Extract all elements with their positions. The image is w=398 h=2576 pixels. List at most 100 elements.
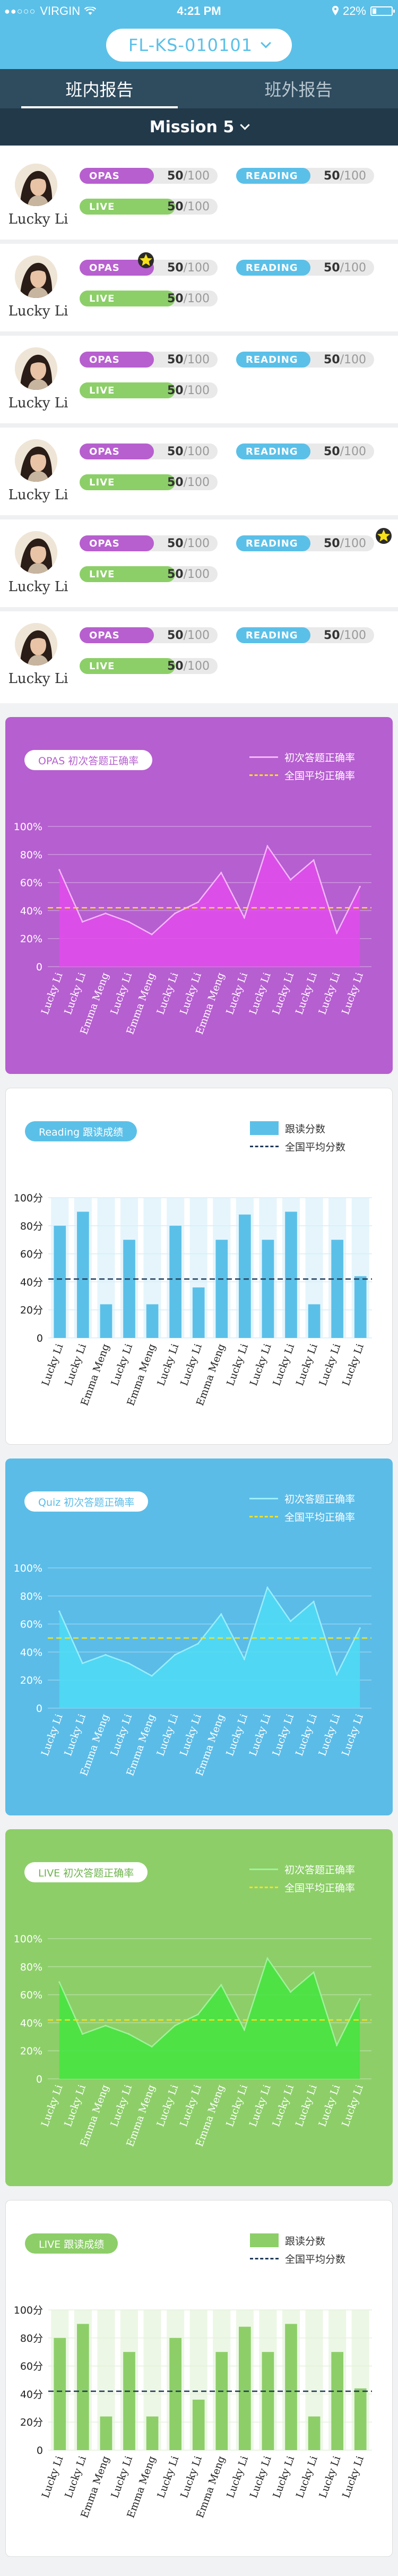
bar: [54, 2338, 66, 2450]
x-tick-label: Lucky Li: [178, 2454, 204, 2500]
score-separator: /: [183, 261, 188, 275]
score-separator: /: [183, 383, 188, 397]
reading-score: 50/100: [324, 352, 366, 368]
live-label: LIVE: [80, 199, 175, 215]
score-total: 100: [344, 353, 367, 366]
score-value: 50: [167, 536, 184, 550]
y-tick-label: 40%: [20, 2017, 42, 2029]
live-metric: LIVE 50/100: [80, 199, 218, 215]
x-tick-label: Lucky Li: [224, 2083, 250, 2128]
student-name: Lucky Li: [8, 579, 68, 595]
tab-in-class-report[interactable]: 班内报告: [0, 69, 199, 108]
bar: [77, 1212, 89, 1338]
x-tick-label: Lucky Li: [62, 971, 88, 1016]
app-header: FL-KS-010101: [0, 21, 398, 69]
x-tick-label: Lucky Li: [270, 2083, 296, 2128]
bar: [123, 1240, 135, 1338]
student-row[interactable]: Lucky Li OPAS 50/100 READING 50/100 LIVE…: [0, 244, 398, 331]
status-left: ●●○○○ VIRGIN: [4, 4, 97, 18]
student-name: Lucky Li: [8, 211, 68, 227]
x-tick-label: Lucky Li: [154, 971, 180, 1016]
quiz-accuracy-chart: 100% 80% 60% 40% 20% 0 Lucky Li Lucky Li Emma Me…: [5, 1458, 393, 1815]
opas-metric: OPAS 50/100: [80, 443, 218, 459]
mission-selector[interactable]: Mission 5: [0, 108, 398, 146]
reading-metric: READING 50/100: [236, 535, 374, 551]
y-tick-label: 100分: [14, 2305, 43, 2316]
reading-label: READING: [236, 352, 310, 368]
student-row[interactable]: Lucky Li OPAS 50/100 READING 50/100 LIVE…: [0, 611, 398, 699]
x-tick-label: Lucky Li: [293, 2083, 319, 2128]
clock: 4:21 PM: [177, 4, 221, 18]
mission-label: Mission 5: [149, 117, 235, 137]
live-metric: LIVE 50/100: [80, 566, 218, 582]
y-tick-label: 60分: [20, 2361, 43, 2373]
reading-label: READING: [236, 168, 310, 184]
x-tick-label: Lucky Li: [154, 2083, 180, 2128]
live-metric: LIVE 50/100: [80, 658, 218, 674]
legend-label: 全国平均分数: [285, 2253, 346, 2265]
data-point: [197, 1642, 199, 1645]
class-selector[interactable]: FL-KS-010101: [106, 29, 292, 62]
x-tick-label: Lucky Li: [155, 1342, 181, 1387]
tab-out-of-class-report[interactable]: 班外报告: [264, 80, 333, 100]
x-tick-label: Lucky Li: [108, 971, 134, 1016]
student-name: Lucky Li: [8, 671, 68, 687]
x-tick-label: Lucky Li: [340, 2083, 366, 2128]
bar: [146, 2416, 159, 2450]
bar: [354, 1276, 367, 1338]
score-value: 50: [324, 169, 340, 183]
score-total: 100: [344, 536, 367, 550]
student-row[interactable]: Lucky Li OPAS 50/100 READING 50/100 LIVE…: [0, 336, 398, 423]
score-total: 100: [187, 567, 210, 581]
student-row[interactable]: Lucky Li OPAS 50/100 READING 50/100 LIVE…: [0, 519, 398, 607]
data-point: [197, 901, 199, 903]
reading-label: READING: [236, 260, 310, 276]
data-point: [105, 912, 107, 915]
report-tabs: 班内报告 班外报告: [0, 69, 398, 108]
score-separator: /: [340, 628, 344, 642]
x-tick-label: Lucky Li: [270, 971, 296, 1016]
chart-legend: 跟读分数 全国平均分数: [250, 1119, 345, 1155]
score-value: 50: [167, 445, 184, 458]
data-point: [289, 1991, 292, 1993]
legend-entry: 全国平均正确率: [249, 1878, 355, 1896]
data-point: [243, 917, 245, 919]
reading-score: 50/100: [324, 627, 366, 643]
reading-score: 50/100: [324, 260, 366, 276]
bar: [169, 1225, 181, 1338]
y-tick-label: 80%: [20, 1591, 42, 1602]
chart-title: LIVE 跟读成绩: [25, 2233, 118, 2254]
student-row[interactable]: Lucky Li OPAS 50/100 READING 50/100 LIVE…: [0, 152, 398, 240]
student-row[interactable]: Lucky Li OPAS 50/100 READING 50/100 LIVE…: [0, 428, 398, 515]
x-tick-label: Lucky Li: [247, 2083, 273, 2128]
score-value: 50: [167, 169, 184, 183]
opas-score: 50/100: [167, 352, 210, 368]
series-area: [59, 1588, 360, 1708]
x-tick-label: Lucky Li: [317, 2454, 343, 2500]
reading-metric: READING 50/100: [236, 443, 374, 459]
score-separator: /: [340, 353, 344, 366]
y-tick-label: 20%: [20, 2045, 42, 2057]
legend-label: 全国平均分数: [285, 1141, 346, 1153]
live-score: 50/100: [167, 474, 210, 490]
data-point: [243, 2029, 245, 2031]
score-value: 50: [167, 567, 184, 581]
score-value: 50: [324, 536, 340, 550]
x-tick-label: Lucky Li: [108, 1712, 134, 1758]
opas-score: 50/100: [167, 443, 210, 459]
legend-entry: 初次答题正确率: [249, 1860, 355, 1878]
score-separator: /: [340, 261, 344, 275]
score-total: 100: [187, 353, 210, 366]
x-tick-label: Lucky Li: [155, 2454, 181, 2500]
data-point: [289, 878, 292, 881]
chart-title: Quiz 初次答题正确率: [24, 1491, 149, 1512]
score-total: 100: [187, 659, 210, 673]
score-separator: /: [340, 445, 344, 458]
bar: [215, 2352, 228, 2450]
x-tick-label: Lucky Li: [247, 971, 273, 1016]
legend-entry: 全国平均分数: [250, 1137, 345, 1155]
legend-label: 跟读分数: [285, 2235, 326, 2247]
y-tick-label: 0: [37, 1333, 43, 1344]
